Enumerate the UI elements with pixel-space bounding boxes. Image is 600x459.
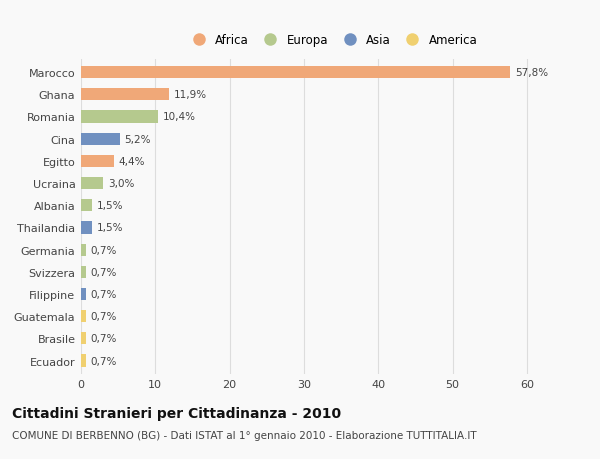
Text: 0,7%: 0,7%	[91, 267, 117, 277]
Text: 4,4%: 4,4%	[118, 157, 145, 167]
Bar	[81, 89, 169, 101]
Text: 0,7%: 0,7%	[91, 289, 117, 299]
Text: 0,7%: 0,7%	[91, 245, 117, 255]
Bar	[81, 333, 86, 345]
Bar	[81, 288, 86, 301]
Bar	[81, 266, 86, 278]
Bar	[81, 222, 92, 234]
Text: 5,2%: 5,2%	[124, 134, 151, 145]
Text: 1,5%: 1,5%	[97, 201, 123, 211]
Bar	[81, 111, 158, 123]
Text: 3,0%: 3,0%	[108, 179, 134, 189]
Text: 11,9%: 11,9%	[174, 90, 207, 100]
Bar	[81, 310, 86, 323]
Bar	[81, 200, 92, 212]
Text: Cittadini Stranieri per Cittadinanza - 2010: Cittadini Stranieri per Cittadinanza - 2…	[12, 406, 341, 420]
Bar	[81, 244, 86, 256]
Text: 0,7%: 0,7%	[91, 312, 117, 321]
Bar	[81, 355, 86, 367]
Bar	[81, 178, 103, 190]
Text: 10,4%: 10,4%	[163, 112, 196, 122]
Bar	[81, 133, 119, 146]
Bar	[81, 156, 113, 168]
Text: 0,7%: 0,7%	[91, 334, 117, 344]
Text: 57,8%: 57,8%	[515, 68, 548, 78]
Text: COMUNE DI BERBENNO (BG) - Dati ISTAT al 1° gennaio 2010 - Elaborazione TUTTITALI: COMUNE DI BERBENNO (BG) - Dati ISTAT al …	[12, 431, 476, 441]
Text: 0,7%: 0,7%	[91, 356, 117, 366]
Text: 1,5%: 1,5%	[97, 223, 123, 233]
Legend: Africa, Europa, Asia, America: Africa, Europa, Asia, America	[187, 34, 478, 47]
Bar	[81, 67, 511, 79]
